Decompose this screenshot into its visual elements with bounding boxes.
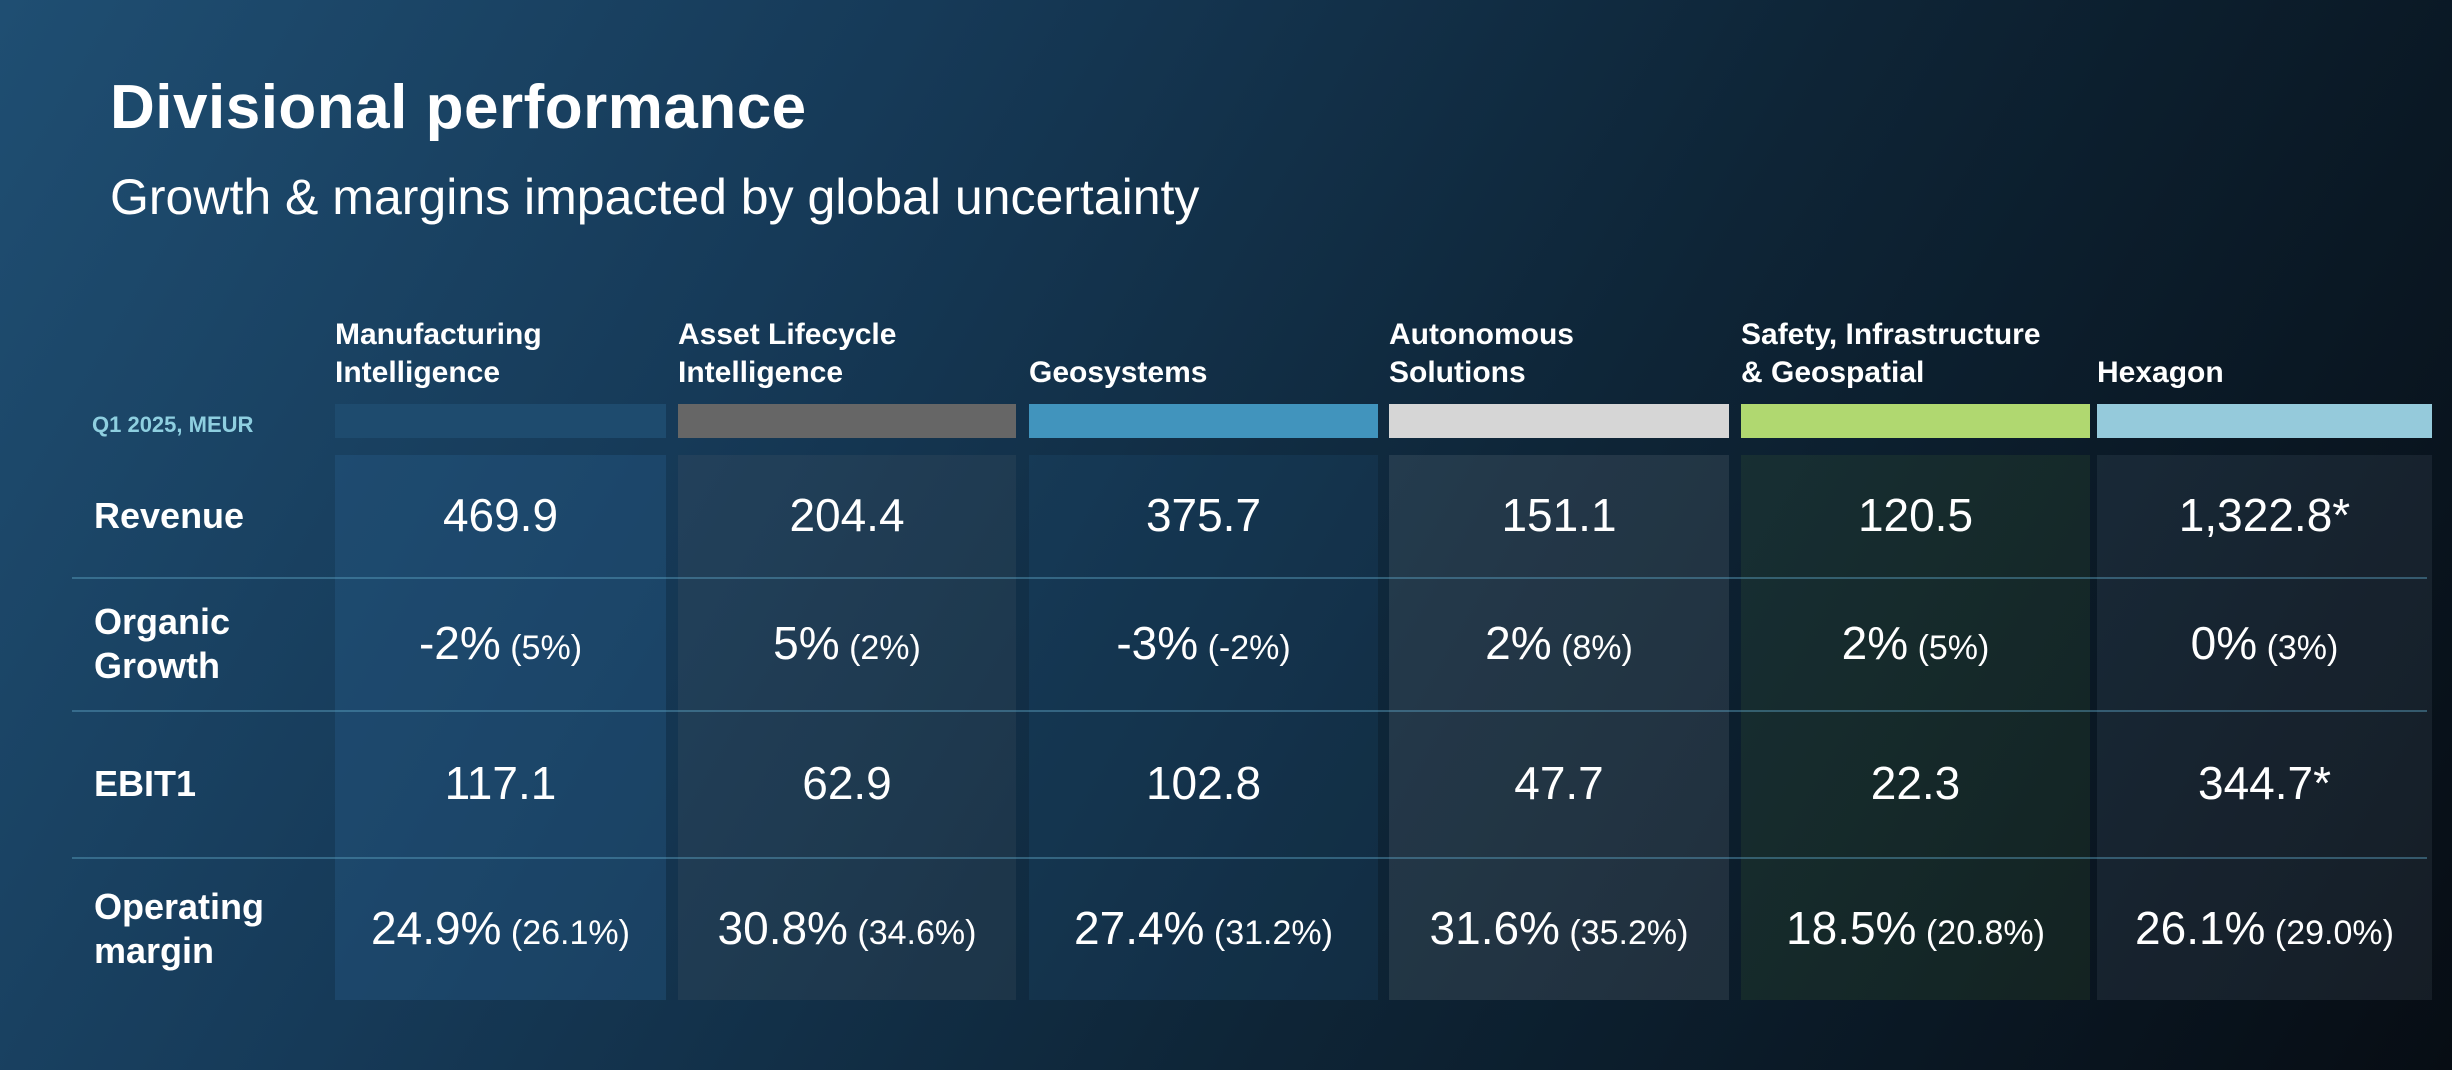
cell-value: 30.8%: [717, 901, 848, 954]
cell-value: 47.7: [1514, 756, 1604, 809]
cell-value: 18.5%: [1786, 901, 1917, 954]
column-header: Asset Lifecycle Intelligence: [678, 318, 897, 389]
cell-value: 26.1%: [2135, 901, 2266, 954]
cell-prior-value: (34.6%): [847, 913, 977, 952]
table-cell: 0% (3%): [2097, 616, 2432, 670]
row-divider: [72, 577, 2427, 579]
column-header: Autonomous Solutions: [1389, 318, 1574, 389]
page-title: Divisional performance: [110, 73, 807, 142]
cell-value: 151.1: [1501, 489, 1617, 541]
cell-prior-value: (29.0%): [2265, 913, 2394, 952]
row-label: Operating margin: [94, 885, 265, 971]
column-body: [1741, 455, 2090, 1000]
table-cell: 5% (2%): [678, 616, 1016, 670]
table-cell: 1,322.8*: [2097, 488, 2432, 542]
column-color-swatch: [1029, 404, 1378, 438]
column-body: [1029, 455, 1378, 1000]
table-cell: 117.1: [335, 756, 666, 810]
column-body: [2097, 455, 2432, 1000]
table-cell: 2% (8%): [1389, 616, 1729, 670]
column-color-swatch: [1741, 404, 2090, 438]
cell-prior-value: (26.1%): [501, 913, 630, 952]
cell-value: 117.1: [444, 756, 557, 809]
table-cell: 31.6% (35.2%): [1389, 901, 1729, 955]
row-divider: [72, 857, 2427, 859]
cell-value: 5%: [773, 616, 840, 669]
cell-value: -3%: [1116, 616, 1199, 669]
cell-value: 469.9: [442, 489, 559, 541]
column-color-swatch: [1389, 404, 1729, 438]
cell-value: -2%: [418, 616, 501, 669]
column-header: Safety, Infrastructure & Geospatial: [1741, 318, 2041, 389]
cell-value: 31.6%: [1429, 901, 1560, 954]
column-body: [1389, 455, 1729, 1000]
cell-value: 2%: [1485, 616, 1552, 669]
cell-prior-value: (-2%): [1198, 628, 1291, 667]
page-subtitle: Growth & margins impacted by global unce…: [110, 169, 1200, 225]
column-color-swatch: [2097, 404, 2432, 438]
cell-value: 22.3: [1870, 756, 1961, 809]
column-body: [335, 455, 666, 1000]
cell-value: 375.7: [1145, 489, 1262, 541]
cell-value: 0%: [2190, 616, 2258, 669]
table-cell: 204.4: [678, 488, 1016, 542]
cell-prior-value: (5%): [500, 628, 583, 667]
row-divider: [72, 710, 2427, 712]
row-label: EBIT1: [94, 762, 197, 804]
table-cell: 375.7: [1029, 488, 1378, 542]
table-cell: 344.7*: [2097, 756, 2432, 810]
table-cell: -3% (-2%): [1029, 616, 1378, 670]
cell-value: 27.4%: [1074, 901, 1205, 954]
table-cell: -2% (5%): [335, 616, 666, 670]
cell-value: 102.8: [1145, 756, 1262, 809]
cell-value: 62.9: [802, 756, 892, 809]
cell-value: 1,322.8*: [2178, 489, 2351, 541]
cell-prior-value: (3%): [2257, 628, 2339, 667]
table-cell: 27.4% (31.2%): [1029, 901, 1378, 955]
row-label: Revenue: [94, 495, 245, 536]
cell-value: 344.7*: [2197, 756, 2331, 809]
row-label: Organic Growth: [94, 600, 231, 686]
column-header: Hexagon: [2097, 356, 2224, 389]
table-cell: 102.8: [1029, 756, 1378, 810]
column-header: Manufacturing Intelligence: [335, 318, 542, 389]
table-cell: 24.9% (26.1%): [335, 901, 666, 955]
cell-value: 24.9%: [371, 901, 502, 954]
cell-prior-value: (8%): [1551, 628, 1633, 667]
cell-value: 120.5: [1857, 489, 1974, 541]
table-cell: 62.9: [678, 756, 1016, 810]
table-cell: 469.9: [335, 488, 666, 542]
table-cell: 120.5: [1741, 488, 2090, 542]
column-header: Geosystems: [1029, 356, 1208, 389]
cell-value: 204.4: [789, 489, 905, 541]
table-cell: 18.5% (20.8%): [1741, 901, 2090, 955]
cell-prior-value: (5%): [1908, 628, 1990, 667]
column-body: [678, 455, 1016, 1000]
cell-prior-value: (31.2%): [1204, 913, 1333, 952]
period-label: Q1 2025, MEUR: [92, 412, 254, 437]
table-cell: 47.7: [1389, 756, 1729, 810]
cell-prior-value: (2%): [839, 628, 921, 667]
cell-prior-value: (20.8%): [1916, 913, 2045, 952]
table-cell: 151.1: [1389, 488, 1729, 542]
table-cell: 2% (5%): [1741, 616, 2090, 670]
cell-prior-value: (35.2%): [1559, 913, 1689, 952]
cell-value: 2%: [1841, 616, 1909, 669]
column-color-swatch: [335, 404, 666, 438]
column-color-swatch: [678, 404, 1016, 438]
table-cell: 30.8% (34.6%): [678, 901, 1016, 955]
table-cell: 26.1% (29.0%): [2097, 901, 2432, 955]
table-cell: 22.3: [1741, 756, 2090, 810]
